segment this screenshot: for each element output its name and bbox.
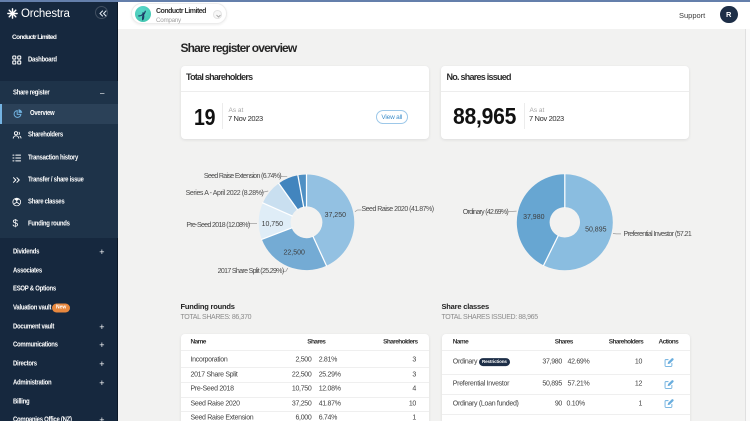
svg-text:10,750: 10,750 (262, 221, 284, 228)
svg-text:50,895: 50,895 (585, 227, 607, 234)
svg-text:22,500: 22,500 (283, 250, 305, 257)
svg-text:37,250: 37,250 (325, 212, 347, 219)
svg-text:37,980: 37,980 (523, 214, 545, 221)
